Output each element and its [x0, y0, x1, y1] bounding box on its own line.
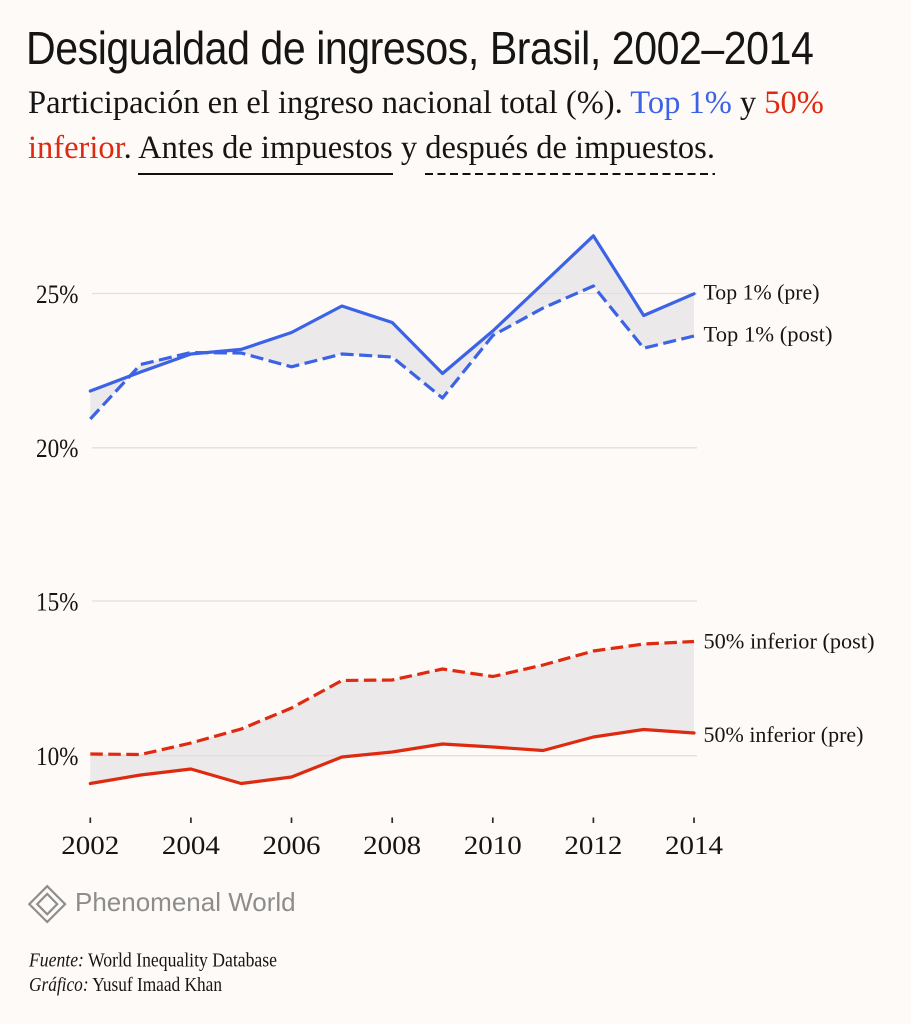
svg-text:50% inferior (pre): 50% inferior (pre)	[704, 722, 864, 747]
svg-text:2008: 2008	[363, 830, 421, 860]
svg-text:2002: 2002	[61, 830, 119, 860]
svg-text:2004: 2004	[162, 830, 220, 860]
svg-text:20%: 20%	[36, 433, 79, 463]
svg-text:2006: 2006	[263, 830, 321, 860]
svg-text:50% inferior (post): 50% inferior (post)	[704, 629, 875, 654]
svg-text:2010: 2010	[464, 830, 522, 860]
svg-text:Top 1% (post): Top 1% (post)	[704, 321, 833, 346]
svg-text:15%: 15%	[36, 586, 79, 616]
svg-text:Top 1% (pre): Top 1% (pre)	[704, 280, 820, 305]
svg-text:Fuente: World Inequality Datab: Fuente: World Inequality Database	[28, 950, 277, 971]
svg-text:2012: 2012	[564, 830, 622, 860]
svg-text:10%: 10%	[36, 741, 79, 771]
svg-text:Gráfico: Yusuf Imaad Khan: Gráfico: Yusuf Imaad Khan	[29, 975, 222, 996]
svg-text:25%: 25%	[36, 279, 79, 309]
svg-text:Phenomenal World: Phenomenal World	[75, 887, 296, 917]
svg-text:2014: 2014	[665, 830, 723, 860]
